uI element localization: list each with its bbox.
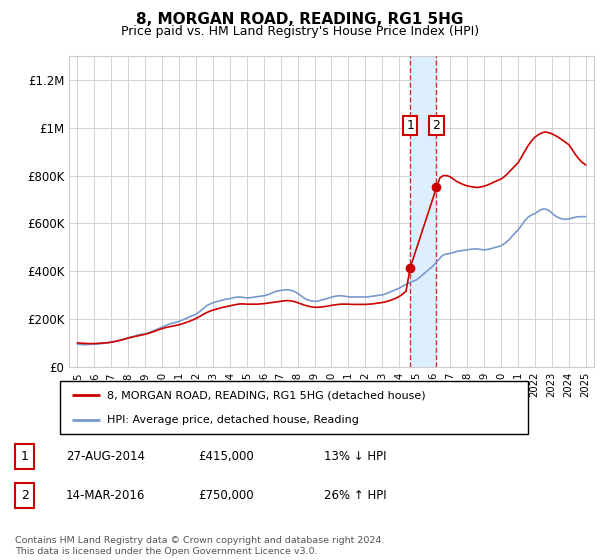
Text: 2: 2 [433,119,440,132]
Bar [410,56,436,367]
Text: 13% ↓ HPI: 13% ↓ HPI [324,450,386,463]
Text: 1: 1 [406,119,414,132]
Text: Price paid vs. HM Land Registry's House Price Index (HPI): Price paid vs. HM Land Registry's House … [121,25,479,38]
Text: 14-MAR-2016: 14-MAR-2016 [66,489,145,502]
Text: £750,000: £750,000 [198,489,254,502]
Text: 27-AUG-2014: 27-AUG-2014 [66,450,145,463]
Text: 8, MORGAN ROAD, READING, RG1 5HG (detached house): 8, MORGAN ROAD, READING, RG1 5HG (detach… [107,390,425,400]
Text: 8, MORGAN ROAD, READING, RG1 5HG: 8, MORGAN ROAD, READING, RG1 5HG [136,12,464,27]
Text: Contains HM Land Registry data © Crown copyright and database right 2024.
This d: Contains HM Land Registry data © Crown c… [15,536,385,556]
Text: HPI: Average price, detached house, Reading: HPI: Average price, detached house, Read… [107,414,359,424]
Text: £415,000: £415,000 [198,450,254,463]
FancyBboxPatch shape [60,381,528,434]
Text: 2: 2 [20,489,29,502]
Text: 26% ↑ HPI: 26% ↑ HPI [324,489,386,502]
Text: 1: 1 [20,450,29,463]
